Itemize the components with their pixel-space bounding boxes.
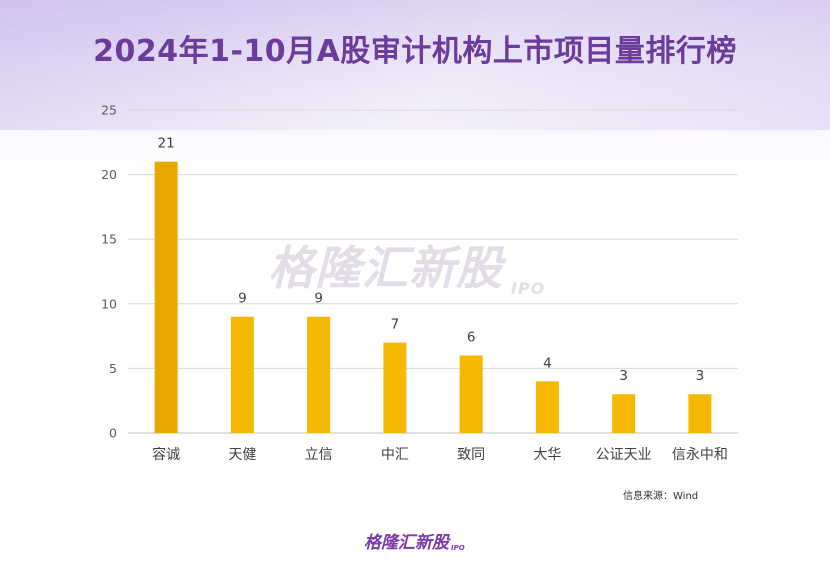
data-label: 6 [467, 329, 476, 345]
watermark-sub: IPO [511, 279, 546, 298]
watermark-logo: 格隆汇新股 IPO [268, 232, 545, 298]
data-label: 9 [314, 291, 323, 307]
x-tick-label: 容诚 [152, 446, 180, 463]
bar [459, 355, 483, 433]
y-tick-label: 20 [101, 167, 117, 182]
source-note: 信息来源：Wind [623, 491, 699, 502]
data-label: 7 [391, 317, 400, 333]
bar [307, 316, 331, 433]
bar [383, 342, 407, 433]
bar [612, 394, 636, 433]
y-tick-label: 15 [101, 232, 117, 247]
footer-logo-sub: IPO [451, 544, 465, 552]
data-label: 3 [696, 368, 705, 384]
x-tick-label: 大华 [533, 447, 561, 463]
data-label: 9 [238, 291, 247, 307]
x-tick-label: 致同 [457, 447, 485, 463]
data-label: 21 [158, 136, 175, 152]
bar [154, 161, 178, 433]
x-tick-label: 信永中和 [672, 447, 728, 463]
bar [688, 394, 712, 433]
y-tick-label: 5 [109, 361, 117, 376]
footer-logo: 格隆汇新股 IPO [364, 528, 465, 553]
x-tick-label: 公证天业 [596, 447, 652, 463]
x-tick-label: 立信 [305, 447, 333, 463]
data-label: 4 [543, 355, 552, 371]
x-tick-label: 中汇 [381, 447, 409, 463]
watermark-text: 格隆汇新股 [268, 241, 503, 295]
y-tick-label: 25 [101, 103, 117, 118]
bar [535, 381, 559, 433]
chart-title: 2024年1-10月A股审计机构上市项目量排行榜 [93, 34, 737, 69]
header-band [0, 0, 830, 130]
data-label: 3 [619, 368, 628, 384]
y-tick-label: 0 [109, 426, 117, 441]
x-tick-label: 天健 [228, 447, 256, 463]
y-tick-label: 10 [101, 296, 117, 311]
bar [230, 316, 254, 433]
footer-logo-text: 格隆汇新股 [364, 533, 449, 553]
